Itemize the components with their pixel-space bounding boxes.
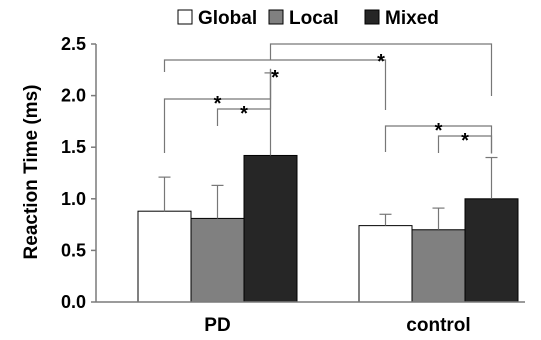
bar-local-pd	[190, 217, 245, 303]
significance-bracket	[269, 43, 493, 96]
significance-bracket	[163, 68, 272, 153]
bars	[137, 154, 519, 303]
y-tick-label: 1.0	[61, 189, 86, 209]
y-tick-label: 0.0	[61, 292, 86, 312]
y-tick-label: 0.5	[61, 240, 86, 260]
significance-star: *	[377, 51, 385, 73]
bar-local-control	[411, 229, 466, 303]
legend-label-mixed: Mixed	[385, 8, 439, 29]
y-axis: 0.0 0.5 1.0 1.5 2.0 2.5	[61, 34, 97, 312]
x-tick-label: control	[406, 315, 470, 336]
bar-mixed-control	[464, 198, 519, 303]
y-tick-label: 2.0	[61, 86, 86, 106]
significance-star: *	[240, 103, 248, 125]
legend-swatch-global	[177, 9, 193, 25]
legend: Global Local Mixed	[177, 8, 439, 29]
bar-global-pd	[137, 210, 192, 303]
significance-bracket	[384, 125, 493, 154]
legend-label-global: Global	[198, 8, 257, 29]
x-tick-label: PD	[204, 315, 230, 336]
y-tick-label: 1.5	[61, 137, 86, 157]
y-tick-label: 2.5	[61, 34, 86, 54]
bar-mixed-pd	[243, 154, 298, 303]
legend-swatch-local	[268, 9, 284, 25]
significance-star: *	[271, 67, 279, 89]
y-axis-label: Reaction Time (ms)	[21, 85, 42, 260]
x-axis: PD control	[96, 301, 525, 336]
significance-star: *	[435, 120, 443, 142]
legend-swatch-mixed	[364, 9, 380, 25]
error-bars	[158, 72, 498, 230]
significance-brackets: * * * * * *	[163, 43, 493, 154]
significance-bracket	[163, 59, 387, 110]
significance-star: *	[461, 130, 469, 152]
bar-global-control	[358, 225, 413, 303]
legend-label-local: Local	[289, 8, 339, 29]
significance-star: *	[214, 93, 222, 115]
